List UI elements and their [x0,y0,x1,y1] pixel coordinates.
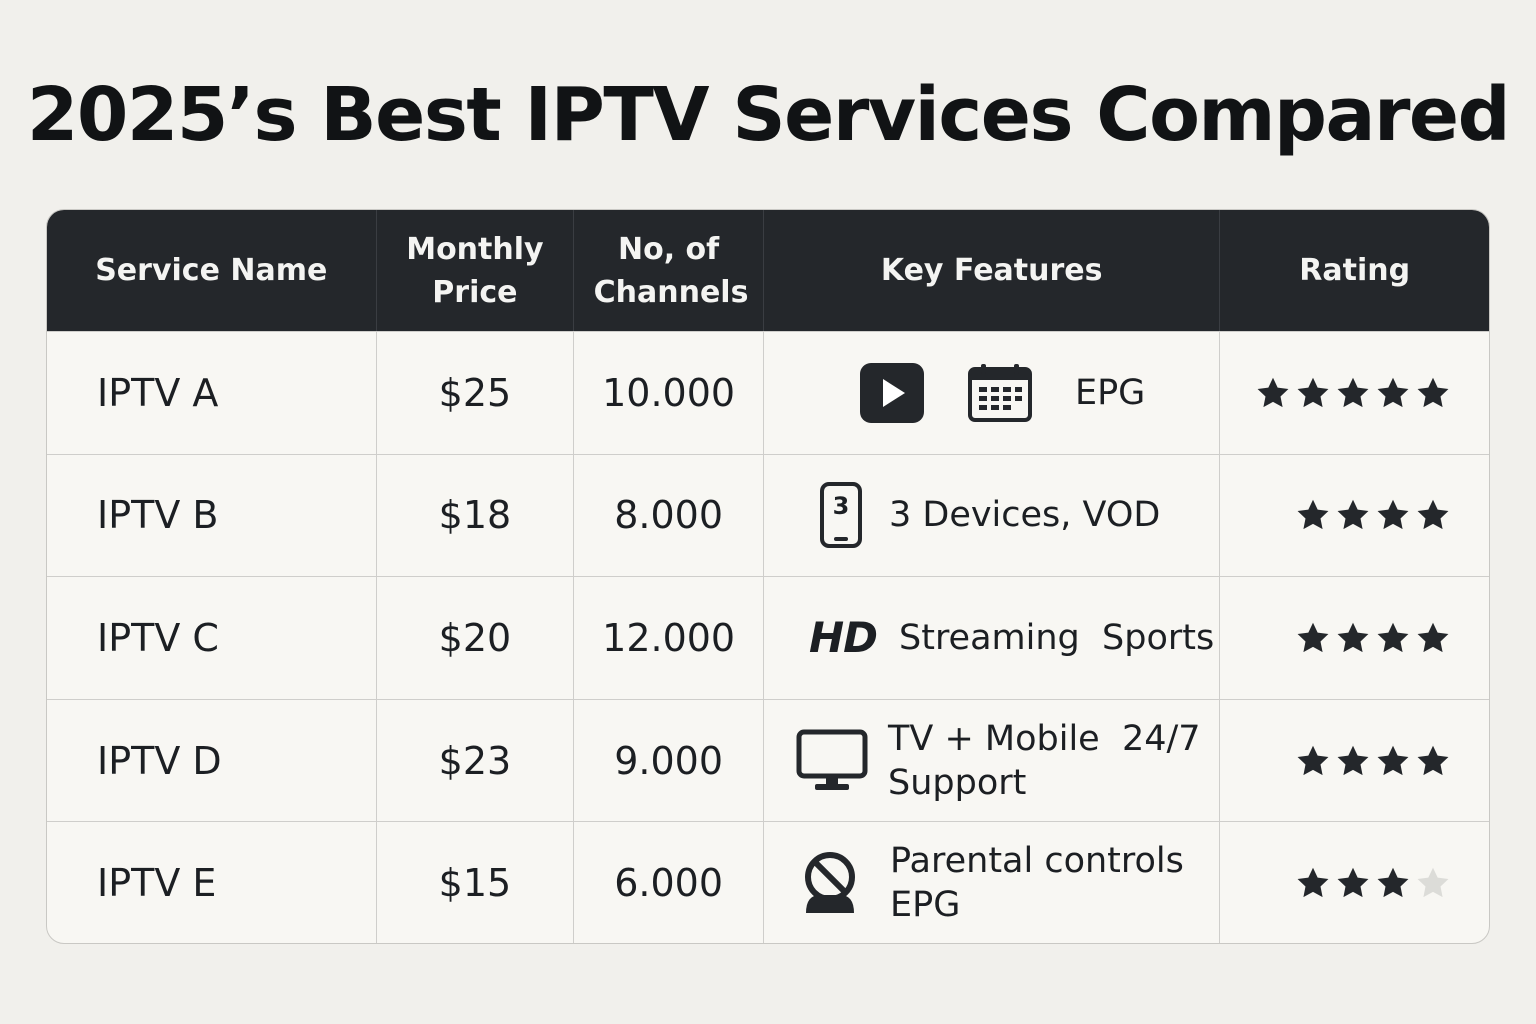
star-filled-icon [1377,622,1409,653]
service-name: IPTV B [97,493,219,538]
column-header-channels-label: No, of Channels [593,231,749,310]
features-text: EPG [1074,372,1146,413]
rating-cell [1219,332,1489,454]
star-filled-icon [1297,745,1329,775]
key-features: TV + Mobile 24/7 Support [763,699,1219,822]
star-rating [1295,743,1451,779]
star-filled-icon [1377,377,1409,407]
star-filled-icon [1377,500,1409,530]
comparison-table: Service Name Monthly Price No, of Channe… [46,209,1490,944]
star-filled-icon [1337,500,1369,530]
star-filled-icon [1337,745,1369,775]
table-row: IPTV C $20 12.000 HD Streaming Sports [47,576,1489,699]
features-text: 3 Devices, VOD [888,495,1161,536]
service-name: IPTV A [97,370,219,415]
star-filled-icon [1377,867,1409,898]
star-rating [1295,620,1451,656]
rating-cell [1219,699,1489,822]
star-rating [1295,497,1451,533]
star-filled-icon [1417,622,1449,653]
key-features: 3 3 Devices, VOD [762,454,1219,577]
star-filled-icon [1297,867,1329,898]
channel-count: 10.000 [573,332,763,454]
star-filled-icon [1297,622,1329,653]
channel-count: 12.000 [573,577,763,699]
features-line: TV + Mobile 24/7 [888,718,1201,759]
service-name: IPTV D [97,738,222,783]
star-filled-icon [1337,622,1369,653]
rating-cell [1219,577,1489,699]
channel-count: 9.000 [573,699,763,822]
star-filled-icon [1297,377,1329,407]
hd-icon: HD [808,613,878,663]
table-header-row: Service Name Monthly Price No, of Channe… [47,210,1489,331]
features-line: EPG [890,885,961,926]
star-filled-icon [1257,377,1289,407]
monthly-price: $25 [375,332,574,454]
page-title: 2025’s Best IPTV Services Compared [26,72,1511,158]
column-header-features: Key Features [763,210,1219,331]
rating-cell [1219,822,1489,943]
monitor-icon [796,729,868,793]
rating-cell [1219,454,1489,577]
features-text: Streaming Sports [899,617,1215,658]
service-name: IPTV E [97,861,217,906]
service-name: IPTV C [97,615,219,660]
column-header-channels: No, of Channels [573,210,763,331]
features-line: Parental controls [890,841,1184,882]
column-header-price-label: Monthly Price [406,231,544,310]
monthly-price: $18 [375,454,574,577]
parental-lock-icon [800,851,860,915]
table-row: IPTV A $25 10.000 EPG [47,331,1489,454]
key-features: HD Streaming Sports [762,577,1219,699]
star-filled-icon [1417,745,1449,775]
table-row: IPTV B $18 8.000 3 3 Devices, VOD [47,453,1489,577]
monthly-price: $20 [375,577,574,699]
phone-icon-label: 3 [832,492,850,521]
star-filled-icon [1337,867,1369,898]
monthly-price: $23 [375,699,574,822]
channel-count: 8.000 [573,454,763,577]
key-features: Parental controls EPG [763,822,1219,943]
table-row: IPTV D $23 9.000 TV + Mobile 24/7 Suppor… [47,698,1489,822]
channel-count: 6.000 [573,822,763,943]
column-header-price: Monthly Price [375,210,574,331]
table-row: IPTV E $15 6.000 Parental controls EPG [47,821,1489,943]
column-header-service: Service Name [95,253,328,288]
features-line: Support [888,762,1027,803]
features-text: TV + Mobile 24/7 Support [888,717,1201,805]
star-filled-icon [1377,745,1409,775]
star-empty-icon [1417,867,1449,898]
column-header-rating: Rating [1219,210,1489,331]
key-features: EPG [762,332,1219,454]
star-rating [1255,375,1451,411]
star-filled-icon [1337,377,1369,407]
phone-icon: 3 [819,482,863,549]
star-filled-icon [1417,377,1449,407]
monthly-price: $15 [375,822,574,943]
calendar-icon [967,363,1033,423]
features-text: Parental controls EPG [890,839,1184,927]
star-filled-icon [1417,500,1449,530]
star-filled-icon [1297,500,1329,530]
play-icon [859,362,925,424]
star-rating [1295,865,1451,901]
